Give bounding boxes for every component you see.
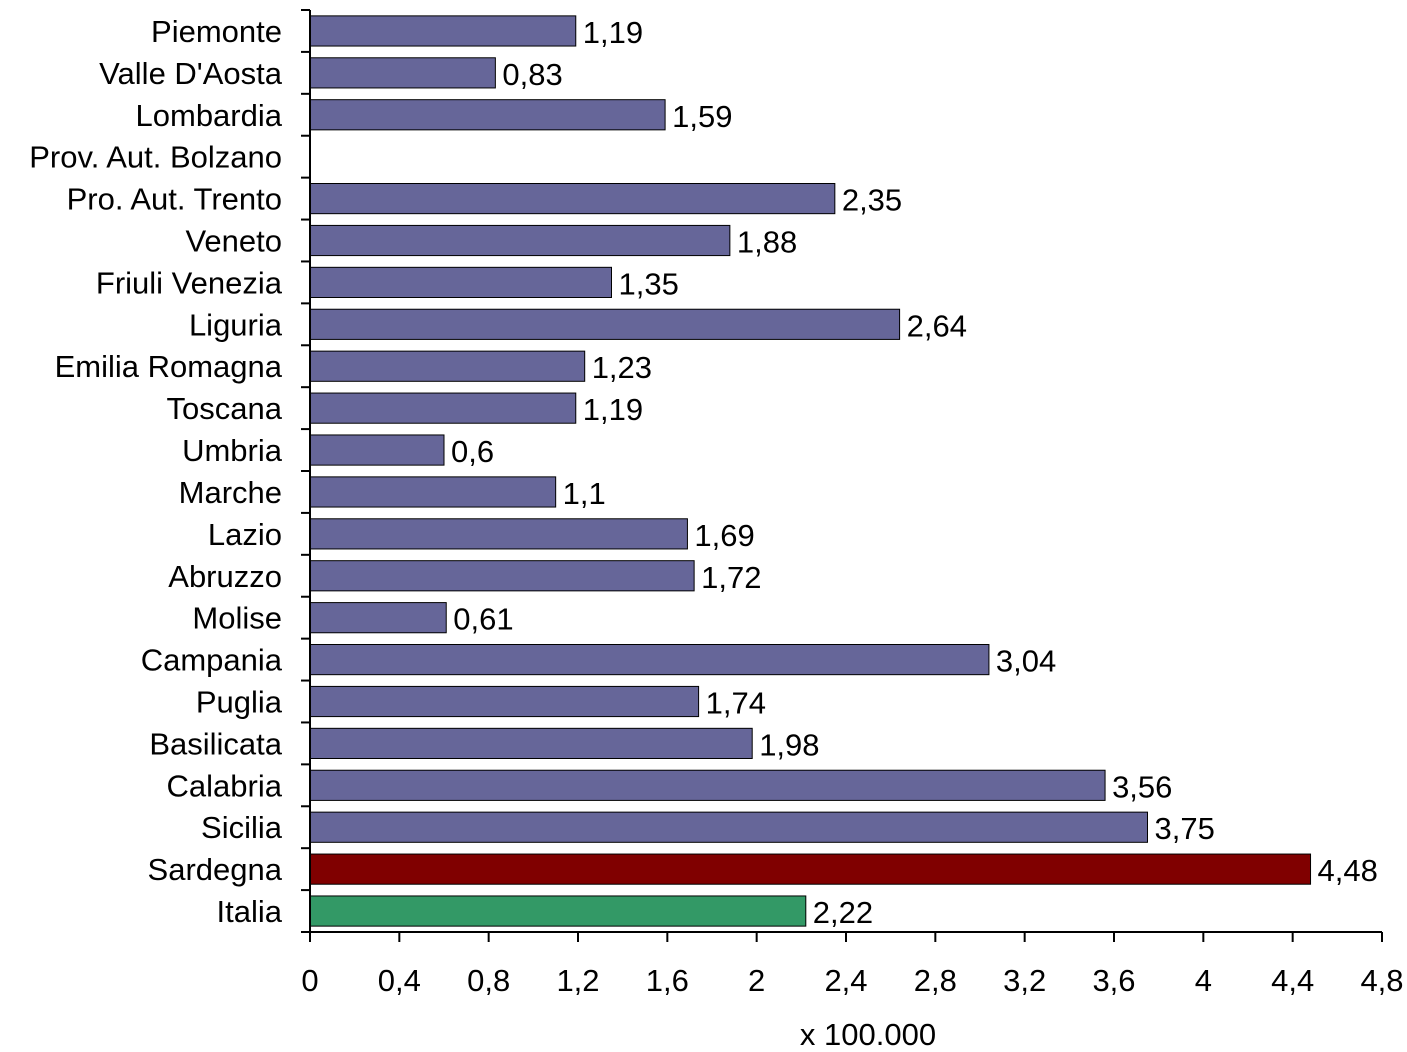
bar-lombardia	[309, 99, 666, 131]
category-label-valle-d-aosta: Valle D'Aosta	[99, 56, 283, 91]
value-label-italia: 2,22	[813, 895, 873, 930]
bar-abruzzo	[309, 560, 695, 592]
bar-veneto	[309, 224, 731, 257]
category-label-sicilia: Sicilia	[201, 810, 283, 845]
value-labels: 1,190,831,592,351,881,352,641,231,190,61…	[451, 15, 1378, 930]
bar-sardegna	[309, 853, 1312, 885]
value-label-veneto: 1,88	[737, 225, 797, 260]
value-label-puglia: 1,74	[706, 686, 766, 721]
category-label-umbria: Umbria	[182, 433, 283, 468]
value-label-umbria: 0,6	[451, 434, 494, 469]
value-label-basilicata: 1,98	[759, 727, 819, 762]
value-label-abruzzo: 1,72	[701, 560, 761, 595]
category-label-veneto: Veneto	[185, 224, 282, 259]
category-label-toscana: Toscana	[167, 391, 283, 426]
x-tick-label: 0,4	[378, 963, 421, 998]
category-labels: Piemonte Valle D'Aosta Lombardia Prov. Aut.…	[29, 14, 283, 929]
bar-italia	[309, 895, 807, 927]
category-label-liguria: Liguria	[189, 307, 283, 342]
category-label-campania: Campania	[141, 643, 283, 678]
x-tick-label: 4,8	[1360, 963, 1403, 998]
x-tick-label: 4,4	[1271, 963, 1314, 998]
bar-campania	[309, 644, 990, 676]
category-label-basilicata: Basilicata	[149, 726, 282, 761]
value-label-friuli-venezia: 1,35	[619, 266, 679, 301]
bar-pro-aut-trento	[309, 183, 836, 215]
bar-umbria	[309, 434, 445, 466]
value-label-marche: 1,1	[563, 476, 606, 511]
bar-valle-d-aosta	[309, 57, 496, 89]
x-axis-title: x 100.000	[800, 1017, 936, 1052]
x-tick-label: 3,6	[1092, 963, 1135, 998]
category-label-molise: Molise	[192, 601, 282, 636]
x-tick-label: 4	[1195, 963, 1212, 998]
x-tick-label: 2,8	[914, 963, 957, 998]
bar-friuli-venezia	[309, 266, 612, 298]
category-label-pro-aut-trento: Pro. Aut. Trento	[67, 182, 282, 217]
value-label-campania: 3,04	[996, 644, 1056, 679]
bar-lazio	[309, 518, 688, 550]
value-label-lazio: 1,69	[694, 518, 754, 553]
category-label-prov-aut-bolzano: Prov. Aut. Bolzano	[29, 140, 282, 175]
x-tick-label: 3,2	[1003, 963, 1046, 998]
x-tick-label: 2,4	[824, 963, 867, 998]
bar-toscana	[309, 392, 577, 424]
value-label-valle-d-aosta: 0,83	[502, 57, 562, 92]
x-tick-label: 0	[301, 963, 318, 998]
bar-basilicata	[309, 727, 753, 759]
category-label-emilia-romagna: Emilia Romagna	[55, 349, 283, 384]
bar-liguria	[309, 308, 901, 340]
value-label-emilia-romagna: 1,23	[592, 350, 652, 385]
y-axis-ticks	[301, 9, 310, 933]
value-label-sicilia: 3,75	[1155, 811, 1215, 846]
value-label-calabria: 3,56	[1112, 769, 1172, 804]
x-tick-label: 0,8	[467, 963, 510, 998]
value-label-piemonte: 1,19	[583, 15, 643, 50]
value-label-pro-aut-trento: 2,35	[842, 183, 902, 218]
x-axis-ticks: 0 0,4 0,8 1,2 1,6 2 2,4 2,8 3,2 3,6 4 4,4 4,8	[301, 932, 1404, 998]
value-label-molise: 0,61	[453, 602, 513, 637]
value-label-lombardia: 1,59	[672, 99, 732, 134]
bar-piemonte	[309, 15, 577, 47]
category-label-calabria: Calabria	[167, 768, 283, 803]
category-label-marche: Marche	[179, 475, 282, 510]
category-label-italia: Italia	[217, 894, 283, 929]
value-label-sardegna: 4,48	[1318, 853, 1378, 888]
bar-puglia	[309, 685, 700, 718]
bar-sicilia	[309, 811, 1148, 843]
category-label-lombardia: Lombardia	[136, 98, 283, 133]
x-tick-label: 2	[748, 963, 765, 998]
bar-calabria	[309, 769, 1106, 801]
bar-marche	[309, 476, 557, 508]
x-tick-label: 1,6	[646, 963, 689, 998]
category-label-puglia: Puglia	[196, 685, 283, 720]
bar-molise	[309, 602, 447, 634]
bars-group	[309, 15, 1312, 927]
value-label-liguria: 2,64	[907, 308, 967, 343]
category-label-friuli-venezia: Friuli Venezia	[96, 265, 283, 300]
bar-emilia-romagna	[309, 350, 586, 382]
x-tick-label: 1,2	[556, 963, 599, 998]
category-label-piemonte: Piemonte	[151, 14, 282, 49]
category-label-sardegna: Sardegna	[148, 852, 283, 887]
category-label-lazio: Lazio	[208, 517, 282, 552]
category-label-abruzzo: Abruzzo	[168, 559, 282, 594]
value-label-toscana: 1,19	[583, 392, 643, 427]
